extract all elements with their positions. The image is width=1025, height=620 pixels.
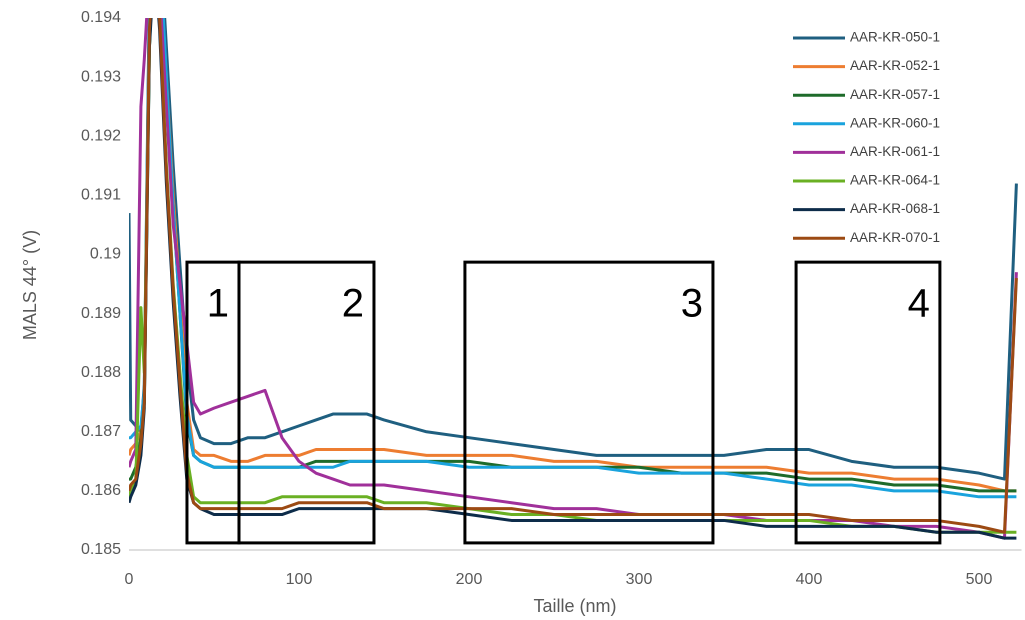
legend-label: AAR-KR-068-1 bbox=[850, 201, 940, 216]
annotation-label: 2 bbox=[342, 282, 364, 326]
plot-area bbox=[129, 18, 1018, 540]
annotation-label: 4 bbox=[908, 282, 930, 326]
x-tick-label: 0 bbox=[125, 571, 134, 588]
series-line bbox=[129, 18, 1017, 493]
y-tick-label: 0.189 bbox=[81, 305, 121, 322]
y-tick-label: 0.194 bbox=[81, 9, 121, 26]
legend-label: AAR-KR-057-1 bbox=[850, 87, 940, 102]
y-tick-label: 0.19 bbox=[90, 246, 121, 263]
x-tick-label: 300 bbox=[626, 571, 653, 588]
series-line bbox=[129, 18, 1017, 540]
legend-label: AAR-KR-060-1 bbox=[850, 115, 940, 130]
x-tick-label: 200 bbox=[456, 571, 483, 588]
annotation-box bbox=[794, 260, 942, 545]
legend-label: AAR-KR-064-1 bbox=[850, 173, 940, 188]
annotation-box bbox=[237, 260, 376, 545]
legend-label: AAR-KR-070-1 bbox=[850, 230, 940, 245]
legend-label: AAR-KR-061-1 bbox=[850, 144, 940, 159]
x-tick-label: 100 bbox=[286, 571, 313, 588]
series-line bbox=[129, 18, 1017, 493]
y-tick-label: 0.192 bbox=[81, 127, 121, 144]
y-tick-label: 0.185 bbox=[81, 541, 121, 558]
annotation-box bbox=[463, 260, 715, 545]
y-tick-label: 0.188 bbox=[81, 364, 121, 381]
x-tick-label: 500 bbox=[966, 571, 993, 588]
series-line bbox=[129, 18, 1017, 534]
series-line bbox=[129, 18, 1018, 481]
annotation-label: 3 bbox=[681, 282, 703, 326]
legend-label: AAR-KR-052-1 bbox=[850, 58, 940, 73]
y-tick-label: 0.186 bbox=[81, 482, 121, 499]
series-line bbox=[129, 18, 1018, 534]
y-tick-label: 0.191 bbox=[81, 187, 121, 204]
y-axis-title: MALS 44° (V) bbox=[20, 230, 40, 340]
x-tick-label: 400 bbox=[796, 571, 823, 588]
annotation-label: 1 bbox=[207, 282, 229, 326]
x-axis-title: Taille (nm) bbox=[533, 596, 616, 616]
legend-label: AAR-KR-050-1 bbox=[850, 30, 940, 45]
y-tick-label: 0.193 bbox=[81, 68, 121, 85]
y-tick-label: 0.187 bbox=[81, 423, 121, 440]
series-line bbox=[129, 18, 1017, 499]
